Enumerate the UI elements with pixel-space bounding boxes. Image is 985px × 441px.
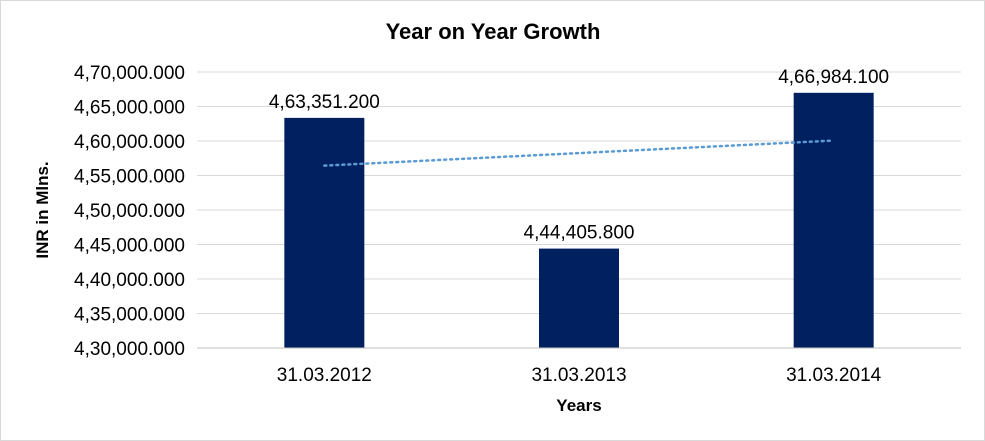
- chart-title: Year on Year Growth: [386, 19, 601, 44]
- y-tick-label: 4,50,000.000: [74, 201, 185, 222]
- bar: [793, 92, 874, 348]
- trendline-layer: [323, 139, 835, 167]
- data-labels: 4,63,351.200 4,44,405.800 4,66,984.100: [269, 67, 889, 244]
- x-axis-ticks: 31.03.2012 31.03.2013 31.03.2014: [277, 365, 882, 386]
- y-tick-label: 4,55,000.000: [74, 167, 185, 188]
- bar: [539, 248, 619, 348]
- x-tick-label: 31.03.2012: [277, 365, 372, 386]
- y-axis-title: INR in Mlns.: [33, 161, 52, 258]
- bar-value-label: 4,66,984.100: [778, 67, 889, 88]
- y-tick-label: 4,65,000.000: [74, 98, 185, 119]
- y-tick-label: 4,40,000.000: [74, 270, 185, 291]
- x-axis-title: Years: [556, 396, 601, 415]
- y-axis-ticks: 4,30,000.000 4,35,000.000 4,40,000.000 4,45…: [74, 63, 185, 360]
- y-tick-label: 4,60,000.000: [74, 132, 185, 153]
- y-tick-label: 4,70,000.000: [74, 63, 185, 84]
- y-tick-label: 4,35,000.000: [74, 305, 185, 326]
- bars: [284, 92, 874, 349]
- x-tick-label: 31.03.2014: [786, 365, 882, 386]
- bar: [284, 117, 365, 349]
- y-tick-label: 4,45,000.000: [74, 236, 185, 257]
- trendline: [323, 139, 835, 167]
- bar-value-label: 4,44,405.800: [524, 223, 635, 244]
- x-tick-label: 31.03.2013: [531, 365, 626, 386]
- bar-value-label: 4,63,351.200: [269, 92, 380, 113]
- y-tick-label: 4,30,000.000: [74, 339, 185, 360]
